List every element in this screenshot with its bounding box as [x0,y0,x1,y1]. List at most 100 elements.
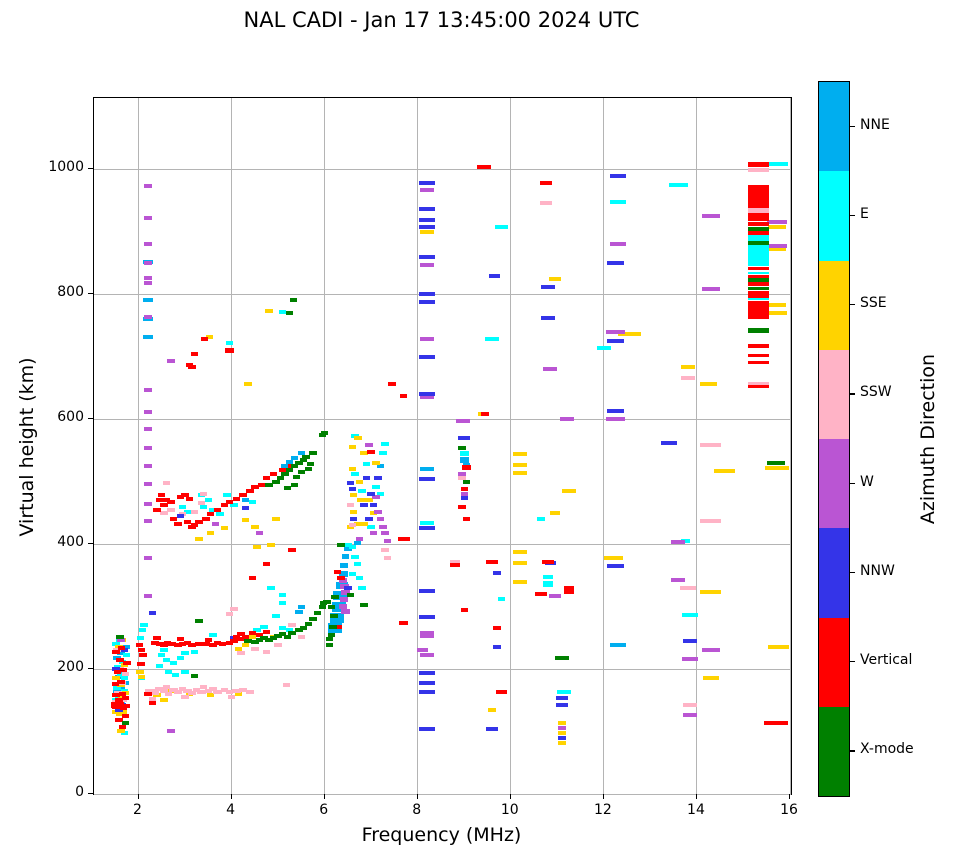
y-tick-200 [88,668,93,670]
data-point-nnw [418,727,436,731]
data-point-ssw [246,689,254,694]
data-point-vertical [248,630,257,635]
gridline-x-4 [231,98,233,794]
data-point-ssw [251,647,259,651]
data-point-w [549,593,561,598]
data-point-vertical [218,642,226,646]
column-band-ssw [747,168,769,172]
data-point-x-mode [286,468,294,473]
data-point-e [120,675,129,680]
data-point-w [559,417,574,421]
data-point-ssw [199,684,208,689]
data-point-w [379,524,387,529]
colorbar-tick-x-mode [850,750,855,752]
data-point-x-mode [269,635,278,640]
data-point-e [169,660,178,665]
data-point-vertical [202,517,210,521]
colorbar-segment-ssw [819,349,849,439]
data-point-vertical [232,634,240,639]
data-point-e [181,670,189,675]
data-point-ssw [237,650,245,655]
data-point-vertical [486,560,498,565]
y-tick-label-800: 800 [57,284,84,300]
data-point-e [537,517,545,521]
data-point-nnw [367,492,375,496]
data-point-ssw [209,687,217,691]
data-point-sse [513,579,528,584]
data-point-nnw [660,440,678,445]
colorbar-label-w: W [860,473,874,490]
data-point-nnw [556,703,568,708]
data-point-x-mode [295,628,303,633]
x-tick-6 [323,794,325,799]
data-point-w [543,367,558,371]
data-point-nnw [607,260,624,265]
plot-area [93,97,792,795]
data-point-e [362,462,371,466]
colorbar-label-vertical: Vertical [860,652,913,669]
data-point-w [143,315,152,320]
data-point-nne [241,498,250,503]
data-point-vertical [122,703,131,708]
data-point-e [190,649,199,654]
data-point-nne [420,467,435,471]
x-tick-label-2: 2 [133,802,142,818]
data-point-x-mode [327,632,336,637]
column-band-vertical [747,230,769,236]
data-point-x-mode [295,460,303,465]
data-point-e [158,653,166,658]
data-point-vertical [255,632,264,637]
data-point-x-mode [121,720,130,725]
data-point-w [211,522,219,526]
data-point-vertical [262,629,271,634]
data-point-x-mode [283,634,292,639]
data-point-ssw [262,649,271,654]
colorbar-label-sse: SSE [860,295,887,312]
data-point-w [376,517,385,521]
data-point-e [542,580,554,588]
data-point-sse [353,522,361,526]
x-tick-8 [416,794,419,799]
data-point-x-mode [299,625,308,630]
data-point-nnw [418,180,436,185]
data-point-vertical [160,503,168,508]
data-point-ssw [220,688,229,693]
data-point-vertical [209,643,217,648]
data-point-e [155,663,164,668]
data-point-x-mode [330,613,338,618]
data-point-vertical [493,625,501,630]
column-band-vertical [747,185,769,208]
data-point-sse [702,676,720,681]
data-point-e [267,585,275,590]
data-point-vertical [248,576,257,581]
colorbar-tick-vertical [850,661,855,663]
data-point-vertical [155,498,164,503]
data-point-w [458,472,466,476]
data-point-ssw [212,689,223,694]
data-point-w [340,596,349,602]
y-tick-400 [88,543,93,545]
data-point-vertical [563,585,575,590]
data-point-x-mode [302,454,310,459]
data-point-sse [700,382,717,386]
gridline-x-8 [417,98,419,794]
gridline-x-14 [696,98,698,794]
data-point-nnw [418,255,436,260]
data-point-nnw [115,708,123,713]
data-point-ssw [239,688,247,693]
data-point-nne [344,547,352,551]
data-point-e [160,648,168,653]
colorbar-tick-nne [850,125,855,127]
x-tick-label-4: 4 [226,802,236,818]
data-point-vertical [113,669,122,674]
data-point-w [365,443,373,448]
data-point-nnw [418,670,436,675]
data-point-sse [680,365,695,370]
data-point-vertical [169,517,178,521]
data-point-x-mode [320,600,328,605]
data-point-e [230,503,238,508]
data-point-nne [117,650,125,655]
data-point-vertical [117,679,125,684]
column-band-vertical [747,267,769,271]
x-tick-label-14: 14 [687,802,705,818]
